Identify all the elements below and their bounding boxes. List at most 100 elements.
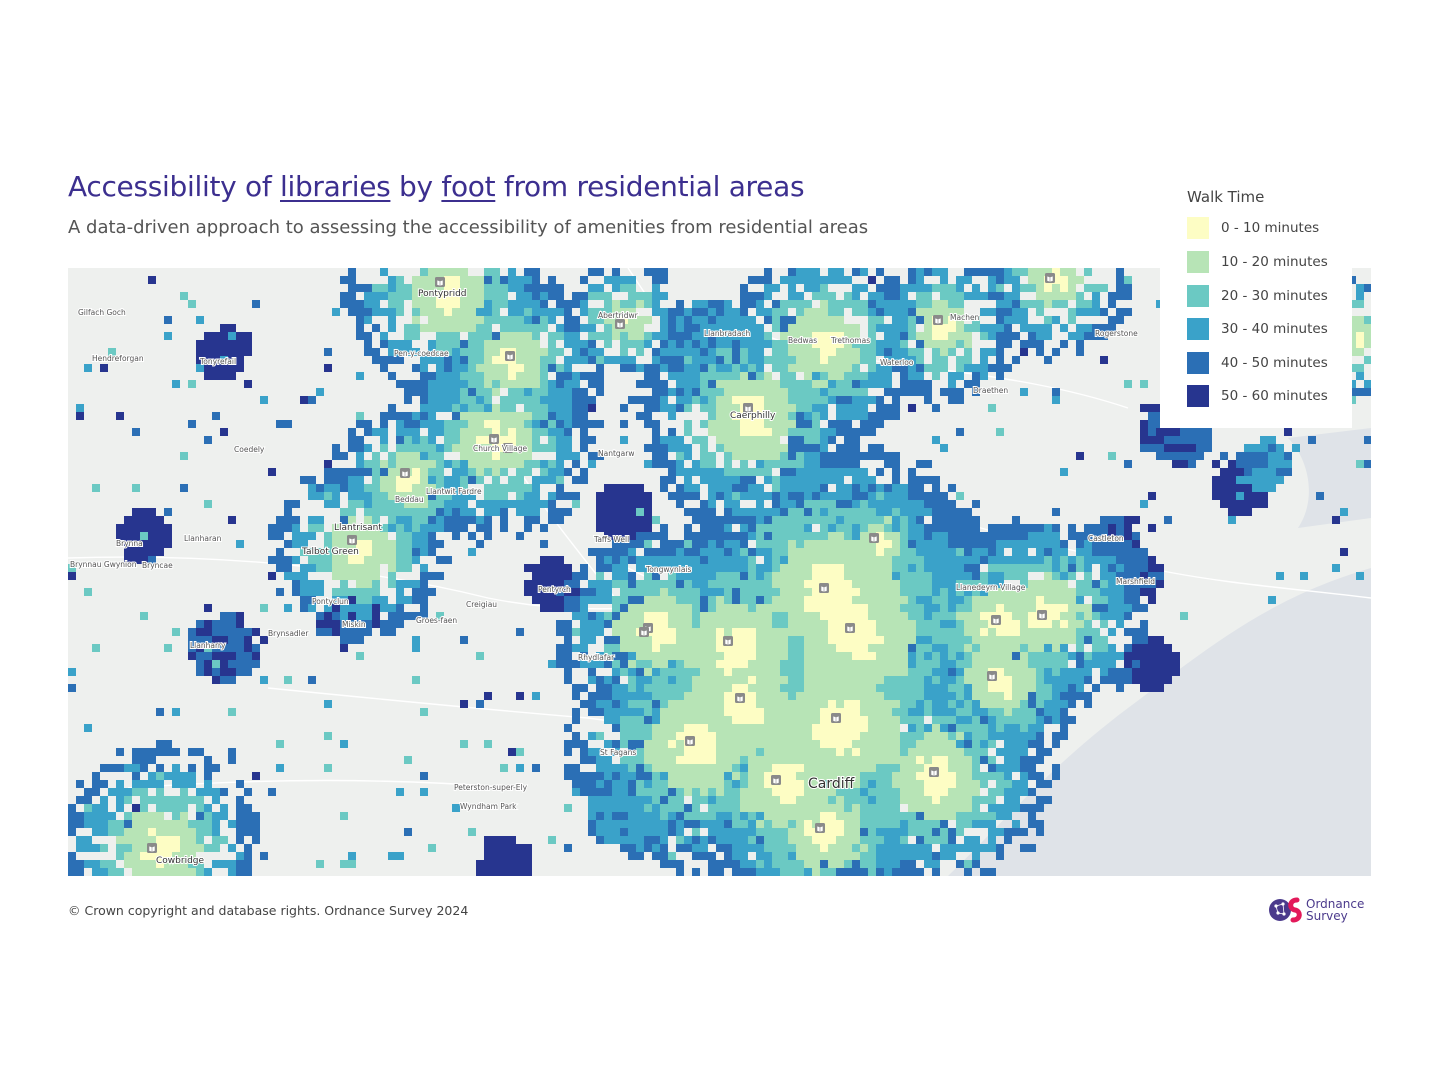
grid-cell bbox=[724, 724, 732, 732]
grid-cell bbox=[436, 556, 444, 564]
grid-cell bbox=[860, 308, 868, 316]
grid-cell bbox=[180, 796, 188, 804]
grid-cell bbox=[756, 692, 764, 700]
grid-cell bbox=[948, 684, 956, 692]
grid-cell bbox=[748, 796, 756, 804]
grid-cell bbox=[660, 628, 668, 636]
grid-cell bbox=[612, 636, 620, 644]
grid-cell bbox=[940, 756, 948, 764]
title-link-libraries[interactable]: libraries bbox=[280, 170, 391, 203]
grid-cell bbox=[900, 764, 908, 772]
grid-cell bbox=[964, 580, 972, 588]
grid-cell bbox=[372, 300, 380, 308]
grid-cell bbox=[852, 692, 860, 700]
grid-cell bbox=[1060, 676, 1068, 684]
grid-cell bbox=[956, 580, 964, 588]
grid-cell bbox=[892, 764, 900, 772]
grid-cell bbox=[244, 852, 252, 860]
grid-cell bbox=[292, 572, 300, 580]
grid-cell bbox=[996, 308, 1004, 316]
grid-cell bbox=[772, 756, 780, 764]
grid-cell bbox=[660, 636, 668, 644]
grid-cell bbox=[748, 508, 756, 516]
grid-cell bbox=[68, 852, 76, 860]
grid-cell bbox=[812, 836, 820, 844]
grid-cell bbox=[892, 396, 900, 404]
grid-cell bbox=[996, 564, 1004, 572]
grid-cell bbox=[348, 276, 356, 284]
grid-cell bbox=[492, 508, 500, 516]
grid-cell bbox=[868, 820, 876, 828]
grid-cell bbox=[516, 484, 524, 492]
grid-cell bbox=[812, 364, 820, 372]
grid-cell bbox=[756, 780, 764, 788]
grid-cell bbox=[452, 276, 460, 284]
grid-cell bbox=[652, 564, 660, 572]
grid-cell bbox=[428, 292, 436, 300]
grid-cell bbox=[764, 636, 772, 644]
title-link-foot[interactable]: foot bbox=[441, 170, 496, 203]
grid-cell bbox=[1052, 668, 1060, 676]
grid-cell bbox=[756, 492, 764, 500]
grid-cell bbox=[684, 364, 692, 372]
grid-cell bbox=[468, 276, 476, 284]
grid-cell bbox=[628, 356, 636, 364]
grid-cell bbox=[844, 844, 852, 852]
map[interactable]: Gilfach Goch Pontypridd Llanbradach Abertri… bbox=[68, 268, 1371, 876]
grid-cell bbox=[788, 788, 796, 796]
grid-cell bbox=[868, 668, 876, 676]
grid-cell bbox=[428, 532, 436, 540]
grid-cell bbox=[876, 452, 884, 460]
grid-cell bbox=[972, 796, 980, 804]
grid-cell bbox=[540, 524, 548, 532]
grid-cell bbox=[572, 300, 580, 308]
grid-cell bbox=[860, 572, 868, 580]
grid-cell bbox=[820, 356, 828, 364]
grid-cell bbox=[732, 780, 740, 788]
grid-cell bbox=[756, 532, 764, 540]
grid-cell bbox=[180, 828, 188, 836]
grid-cell bbox=[180, 788, 188, 796]
grid-cell bbox=[852, 836, 860, 844]
grid-cell bbox=[1036, 780, 1044, 788]
grid-cell bbox=[732, 572, 740, 580]
grid-cell bbox=[116, 836, 124, 844]
grid-cell bbox=[572, 348, 580, 356]
grid-cell bbox=[540, 380, 548, 388]
grid-cell bbox=[684, 804, 692, 812]
grid-cell bbox=[812, 468, 820, 476]
grid-cell bbox=[788, 620, 796, 628]
grid-cell bbox=[756, 676, 764, 684]
grid-cell bbox=[692, 596, 700, 604]
grid-cell bbox=[564, 636, 572, 644]
grid-cell bbox=[900, 484, 908, 492]
grid-cell bbox=[788, 644, 796, 652]
grid-cell bbox=[372, 292, 380, 300]
grid-cell bbox=[756, 372, 764, 380]
grid-cell bbox=[900, 508, 908, 516]
grid-cell bbox=[636, 332, 644, 340]
grid-cell bbox=[956, 364, 964, 372]
map-canvas[interactable]: Gilfach GochPontypriddLlanbradachAbertri… bbox=[68, 268, 1371, 876]
grid-cell bbox=[340, 532, 348, 540]
grid-cell bbox=[452, 340, 460, 348]
grid-cell bbox=[788, 612, 796, 620]
grid-cell bbox=[796, 468, 804, 476]
grid-cell bbox=[1020, 780, 1028, 788]
grid-cell bbox=[708, 660, 716, 668]
grid-cell bbox=[908, 620, 916, 628]
grid-cell bbox=[548, 404, 556, 412]
grid-cell bbox=[540, 364, 548, 372]
grid-cell bbox=[948, 612, 956, 620]
grid-cell bbox=[668, 780, 676, 788]
grid-cell bbox=[396, 596, 404, 604]
title-mid: by bbox=[399, 170, 433, 203]
grid-cell bbox=[372, 572, 380, 580]
grid-cell bbox=[716, 628, 724, 636]
grid-cell bbox=[804, 772, 812, 780]
grid-cell bbox=[724, 716, 732, 724]
grid-cell bbox=[460, 380, 468, 388]
grid-cell bbox=[236, 868, 244, 876]
grid-cell bbox=[932, 348, 940, 356]
grid-cell bbox=[884, 524, 892, 532]
